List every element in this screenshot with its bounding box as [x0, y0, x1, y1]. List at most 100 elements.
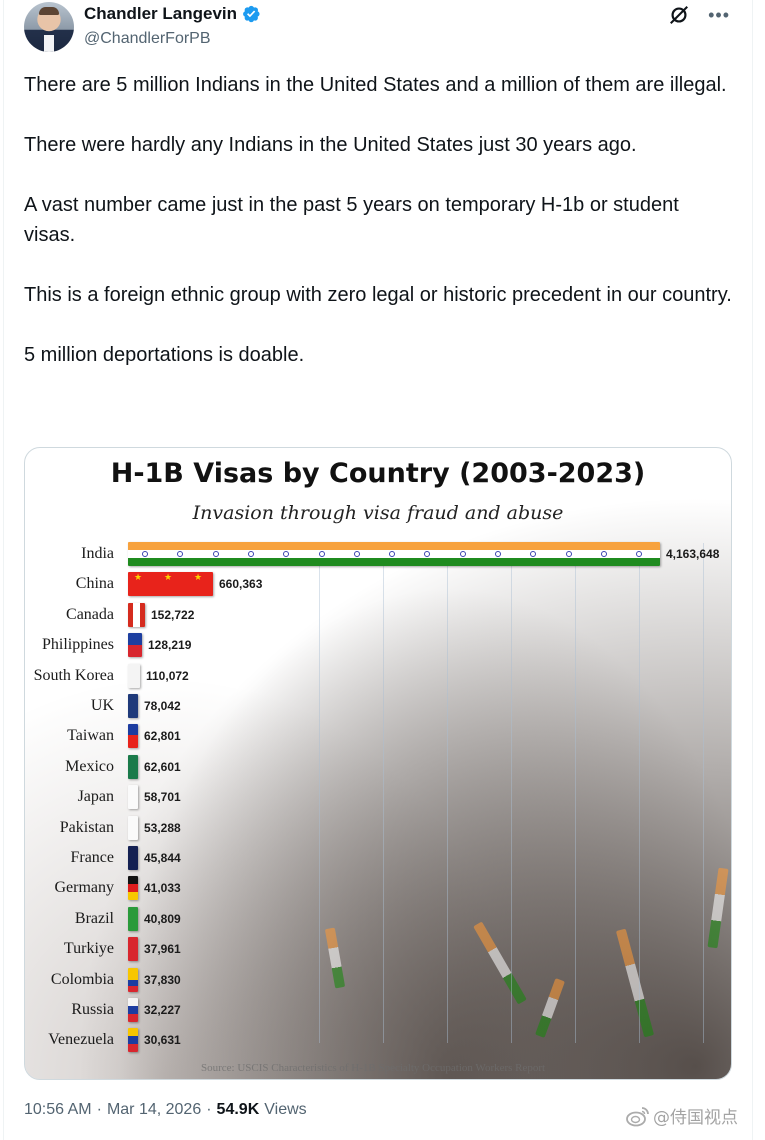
tweet-paragraph: There are 5 million Indians in the Unite… — [24, 74, 727, 96]
bar-value: 32,227 — [144, 1003, 181, 1017]
views-label: Views — [264, 1101, 307, 1118]
bar-flag-uk — [128, 694, 138, 718]
tweet-date[interactable]: Mar 14, 2026 — [106, 1101, 202, 1118]
bar-value: 53,288 — [144, 820, 181, 835]
bar-label: Russia — [71, 1001, 114, 1018]
bar-row: Brazil 40,809 — [25, 906, 731, 934]
chakra-icon — [495, 551, 501, 557]
tweet-meta: 10:56 AM · Mar 14, 2026 · 54.9K Views — [24, 1101, 307, 1119]
bar-label: Venezuela — [48, 1031, 114, 1049]
star-icon: ★ — [134, 572, 143, 583]
bar-flag-brazil — [128, 906, 138, 931]
bar-label: UK — [90, 697, 114, 714]
tweet-paragraph: This is a foreign ethnic group with zero… — [24, 284, 732, 306]
chart-source: Source: USCIS Characteristics of H-1B Sp… — [201, 1062, 546, 1074]
watermark: @侍国视点 — [626, 1103, 738, 1128]
chakra-icon — [600, 551, 607, 557]
bar-flag-turkiye — [128, 937, 138, 962]
bar-label: India — [81, 545, 114, 562]
avatar-shirt — [44, 35, 54, 52]
star-icon: ★ — [164, 572, 173, 583]
bar-row: Philippines 128,219 — [25, 632, 731, 660]
author-handle[interactable]: @ChandlerForPB — [84, 30, 211, 47]
bar-label: China — [75, 575, 114, 593]
bar-row: China ★ ★ ★ 660,363 — [25, 571, 731, 599]
chakra-icon — [177, 551, 184, 557]
bar-row: India 4,163,648 — [25, 541, 731, 569]
author-display-name[interactable]: Chandler Langevin — [84, 4, 238, 23]
bar-value: 58,701 — [144, 790, 181, 805]
bar-row: Mexico 62,601 — [25, 754, 731, 782]
avatar[interactable] — [24, 2, 74, 52]
bar-row: Russia 32,227 — [25, 997, 731, 1025]
chakra-icon — [424, 551, 431, 557]
chakra-icon — [353, 551, 360, 557]
chart-title: H-1B Visas by Country (2003-2023) — [110, 458, 646, 489]
bar-value: 78,042 — [144, 699, 181, 713]
chakra-icon — [247, 551, 254, 557]
bar-value: 40,809 — [144, 911, 181, 926]
bar-flag-pakistan — [128, 815, 138, 840]
author-name-row: Chandler Langevin — [84, 3, 261, 25]
gridline — [319, 543, 320, 1043]
bar-label: Japan — [77, 788, 114, 806]
gridline — [383, 543, 384, 1043]
gridline — [447, 543, 448, 1043]
bar-label: Germany — [54, 879, 114, 897]
bar-value: 30,631 — [144, 1033, 181, 1048]
bar-row: Canada 152,722 — [25, 602, 731, 630]
bar-flag-philippines — [128, 633, 142, 658]
bar-flag-germany — [128, 876, 138, 901]
chart-subtitle: Invasion through visa fraud and abuse — [192, 502, 564, 524]
bar-label: Brazil — [74, 909, 114, 927]
bar-row: Turkiye 37,961 — [25, 936, 731, 964]
chakra-icon — [530, 551, 537, 557]
chakra-icon — [318, 551, 325, 557]
chart-image[interactable]: H-1B Visas by Country (2003-2023) Invasi… — [24, 447, 732, 1080]
star-icon: ★ — [194, 572, 203, 583]
separator: · — [206, 1101, 212, 1118]
bar-flag-france — [128, 846, 138, 870]
tweet-paragraph: There were hardly any Indians in the Uni… — [24, 134, 637, 156]
bar-flag-venezuela — [128, 1028, 138, 1053]
bar-label: France — [70, 849, 114, 866]
bar-label: Colombia — [50, 970, 114, 988]
bar-row: Taiwan 62,801 — [25, 723, 731, 751]
chakra-icon — [283, 551, 290, 557]
bar-row: Colombia 37,830 — [25, 967, 731, 995]
bar-flag-canada — [128, 602, 145, 627]
bar-flag-china: ★ ★ ★ — [128, 572, 213, 597]
tweet-time[interactable]: 10:56 AM — [24, 1101, 92, 1118]
bar-row: Japan 58,701 — [25, 784, 731, 812]
bar-row: Venezuela 30,631 — [25, 1027, 731, 1055]
watermark-text: @侍国视点 — [653, 1108, 738, 1128]
chakra-icon — [636, 551, 643, 557]
bar-label: Philippines — [41, 636, 114, 654]
gridline — [511, 543, 512, 1043]
bar-value: 62,801 — [144, 729, 181, 744]
weibo-icon — [626, 1106, 649, 1126]
more-options-icon[interactable]: ••• — [708, 5, 730, 25]
bar-flag-south-korea — [128, 663, 140, 688]
chakra-icon — [565, 551, 572, 557]
separator: · — [96, 1101, 102, 1118]
bar-row: Germany 41,033 — [25, 875, 731, 903]
bar-flag-russia — [128, 998, 138, 1022]
bar-value: 45,844 — [144, 851, 181, 865]
bar-flag-india — [128, 542, 660, 566]
verified-badge-icon[interactable] — [241, 4, 261, 24]
tweet-header: Chandler Langevin @ChandlerForPB ••• — [24, 2, 734, 52]
bar-flag-taiwan — [128, 724, 138, 749]
chakra-icon — [389, 551, 396, 557]
gridline — [703, 543, 704, 1043]
bar-row: Pakistan 53,288 — [25, 815, 731, 843]
bar-flag-mexico — [128, 754, 138, 779]
chakra-icon — [212, 551, 219, 557]
bar-label: Canada — [66, 605, 114, 623]
bar-value: 128,219 — [148, 638, 192, 653]
bar-row: UK 78,042 — [25, 693, 731, 721]
bar-value: 41,033 — [144, 881, 181, 896]
bar-value: 62,601 — [144, 759, 181, 774]
grok-icon[interactable] — [668, 4, 690, 26]
bar-label: Mexico — [65, 757, 114, 775]
